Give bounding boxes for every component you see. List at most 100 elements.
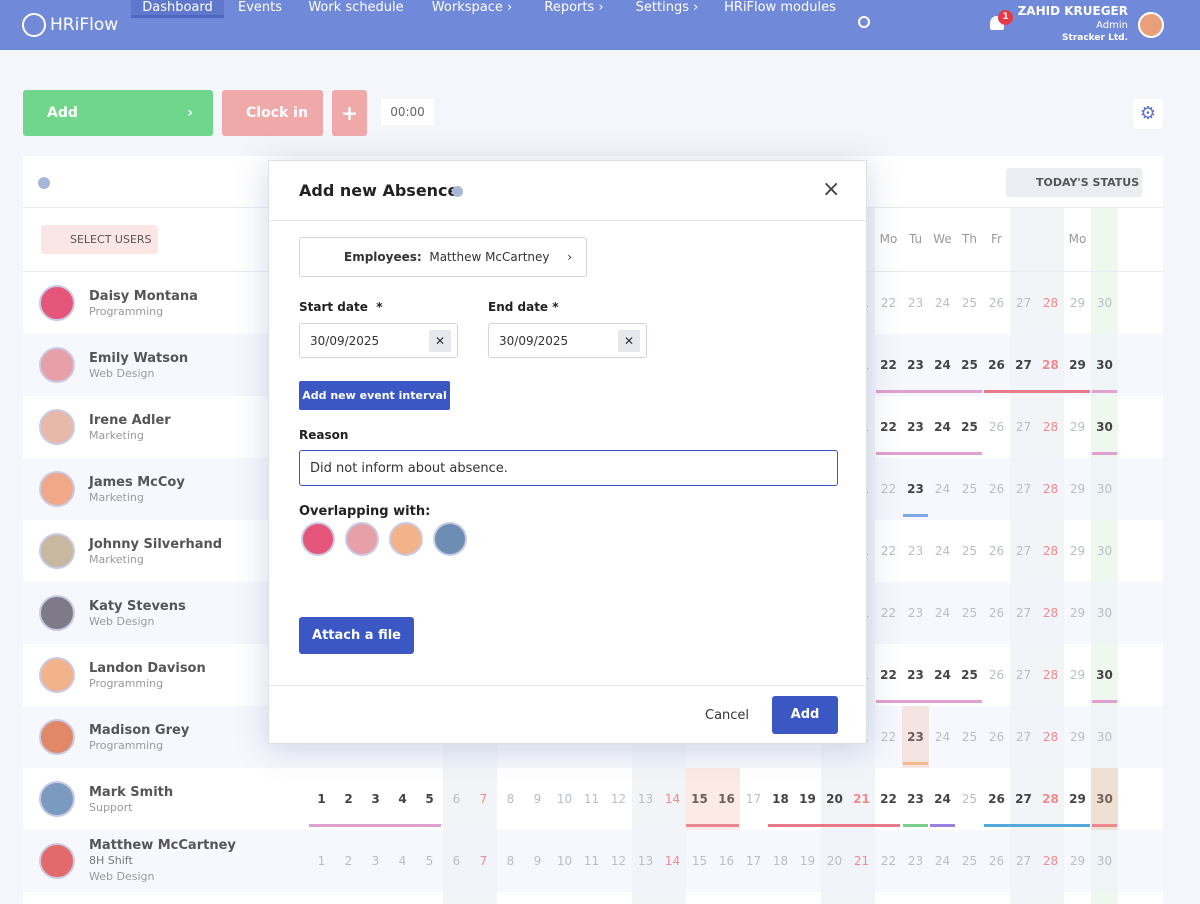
reason-input[interactable]: Did not inform about absence. [299,450,838,486]
user-avatar[interactable] [39,657,75,693]
day[interactable]: 24 [934,296,951,310]
day[interactable]: 4 [398,854,407,868]
overlap-avatar[interactable] [433,522,467,556]
plus-button[interactable]: + [332,90,367,136]
day[interactable]: 30 [1096,668,1113,682]
day[interactable]: 21 [853,792,870,806]
day[interactable]: 16 [718,854,735,868]
overlap-avatar[interactable] [301,522,335,556]
day[interactable]: 26 [988,606,1005,620]
day[interactable]: 6 [452,792,461,806]
day[interactable]: 25 [961,792,978,806]
day[interactable]: 26 [988,296,1005,310]
day[interactable]: 15 [691,792,708,806]
day[interactable]: 29 [1069,296,1086,310]
add-interval[interactable]: Add new event interval [299,381,450,410]
day[interactable]: 22 [880,296,897,310]
nav-item[interactable]: Work schedule [308,0,404,15]
user-avatar[interactable] [39,843,75,879]
user-avatar[interactable] [39,285,75,321]
day[interactable]: 5 [425,792,434,806]
day[interactable]: 20 [826,792,843,806]
day[interactable]: 23 [907,792,924,806]
cancel[interactable]: Cancel [705,708,750,723]
settings-gear[interactable]: ⚙ [1133,99,1163,129]
day[interactable]: 25 [961,420,978,434]
day[interactable]: 24 [934,420,951,434]
day[interactable]: 27 [1015,482,1032,496]
user-name[interactable]: James McCoy [89,475,185,490]
day[interactable]: 29 [1069,358,1086,372]
day[interactable]: 15 [691,854,708,868]
day[interactable]: 28 [1042,668,1059,682]
user-name[interactable]: Landon Davison [89,661,206,676]
clock-in-button[interactable]: Clock in [222,90,323,136]
day[interactable]: 27 [1015,296,1032,310]
day[interactable]: 22 [880,792,897,806]
user-name[interactable]: Mark Smith [89,785,174,800]
day[interactable]: 26 [988,854,1005,868]
todays-status[interactable]: TODAY'S STATUS [1006,168,1142,197]
day[interactable]: 22 [880,544,897,558]
end-date[interactable]: 30/09/2025 ✕ [488,323,647,358]
day[interactable]: 29 [1069,668,1086,682]
day[interactable]: 30 [1096,730,1113,744]
day[interactable]: 23 [907,606,924,620]
day[interactable]: 25 [961,544,978,558]
user-name[interactable]: Katy Stevens [89,599,186,614]
nav-item[interactable]: Events [237,0,282,15]
day[interactable]: 19 [799,792,816,806]
day[interactable]: 28 [1042,606,1059,620]
user-avatar[interactable] [39,595,75,631]
day[interactable]: 27 [1015,668,1032,682]
user-avatar[interactable] [39,409,75,445]
day[interactable]: 22 [880,668,897,682]
day[interactable]: 22 [880,420,897,434]
attach-file[interactable]: Attach a file [299,617,414,654]
day[interactable]: 23 [907,668,924,682]
day[interactable]: 24 [934,358,951,372]
day[interactable]: 10 [556,854,573,868]
day[interactable]: 28 [1042,730,1059,744]
info[interactable] [38,177,50,189]
user-avatar[interactable] [39,781,75,817]
day[interactable]: 24 [934,730,951,744]
day[interactable]: 21 [853,854,870,868]
day[interactable]: 28 [1042,482,1059,496]
day[interactable]: 23 [907,296,924,310]
day[interactable]: 23 [907,544,924,558]
select-users[interactable]: SELECT USERS [41,225,158,254]
day[interactable]: 28 [1042,358,1059,372]
day[interactable]: 7 [479,854,488,868]
day[interactable]: 19 [799,854,816,868]
day[interactable]: 30 [1096,606,1113,620]
day[interactable]: 28 [1042,296,1059,310]
day[interactable]: 26 [988,730,1005,744]
day[interactable]: 23 [907,482,924,496]
nav-item[interactable]: Settings › [635,0,699,15]
day[interactable]: 25 [961,854,978,868]
submit[interactable]: Add [772,696,838,734]
day[interactable]: 17 [745,854,762,868]
day[interactable]: 22 [880,854,897,868]
day[interactable]: 27 [1015,854,1032,868]
day[interactable]: 11 [583,854,600,868]
nav-item[interactable]: Workspace › [431,0,513,15]
day[interactable]: 26 [988,482,1005,496]
day[interactable]: 6 [452,854,461,868]
search[interactable] [858,16,870,28]
day[interactable]: 23 [907,730,924,744]
day[interactable]: 28 [1042,792,1059,806]
day[interactable]: 29 [1069,854,1086,868]
day[interactable]: 20 [826,854,843,868]
day[interactable]: 26 [988,668,1005,682]
day[interactable]: 9 [533,854,542,868]
day[interactable]: 26 [988,544,1005,558]
day[interactable]: 13 [637,854,654,868]
user-name[interactable]: Matthew McCartney [89,838,236,853]
day[interactable]: 26 [988,792,1005,806]
day[interactable]: 27 [1015,544,1032,558]
day[interactable]: 27 [1015,606,1032,620]
day[interactable]: 17 [745,792,762,806]
employees-selector[interactable]: Employees: Matthew McCartney › [299,237,587,277]
